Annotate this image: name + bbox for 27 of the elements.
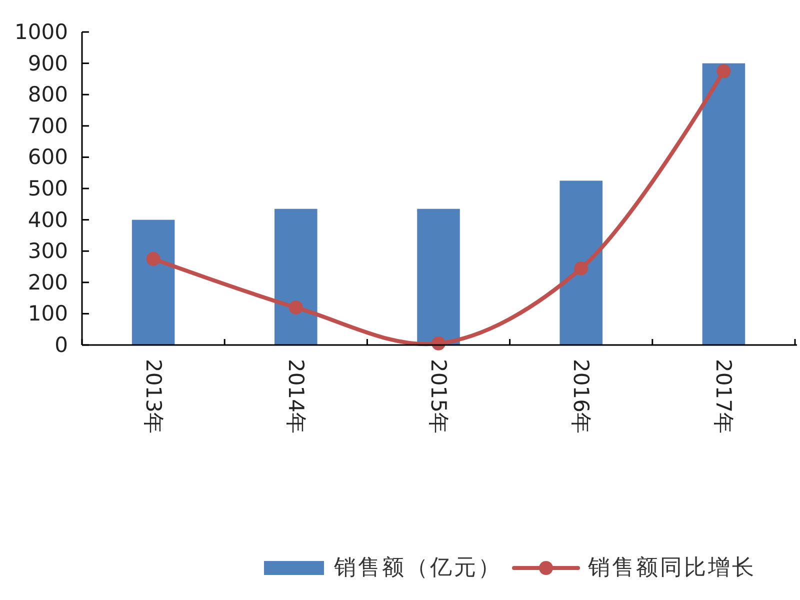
y-tick-label: 100 (28, 302, 68, 326)
y-tick-label: 300 (28, 239, 68, 264)
bar (560, 180, 602, 345)
x-tick-label: 2014年 (284, 359, 308, 434)
y-tick-label: 1000 (14, 20, 68, 44)
y-tick-label: 0 (54, 333, 68, 357)
bar (274, 208, 318, 345)
x-tick-label: 2016年 (569, 359, 594, 434)
point (716, 64, 731, 78)
y-tick-label: 500 (28, 176, 68, 200)
point (288, 300, 303, 314)
bar (702, 63, 746, 345)
bar (132, 220, 175, 345)
x-tick-label: 2017年 (712, 359, 736, 434)
legend-label: 销售额（亿元） (333, 556, 502, 580)
x-tick-label: 2015年 (426, 359, 450, 434)
x-tick-label: 2013年 (141, 359, 166, 434)
y-tick-label: 600 (28, 145, 68, 170)
bar (417, 208, 460, 345)
point (146, 252, 160, 266)
y-tick-label: 700 (28, 114, 68, 138)
y-tick-label: 800 (28, 82, 68, 107)
y-tick-label: 400 (28, 208, 68, 232)
point (574, 261, 588, 276)
legend-label: 销售额同比增长 (587, 556, 756, 580)
y-tick-label: 900 (28, 51, 68, 76)
y-tick-label: 200 (28, 270, 68, 294)
